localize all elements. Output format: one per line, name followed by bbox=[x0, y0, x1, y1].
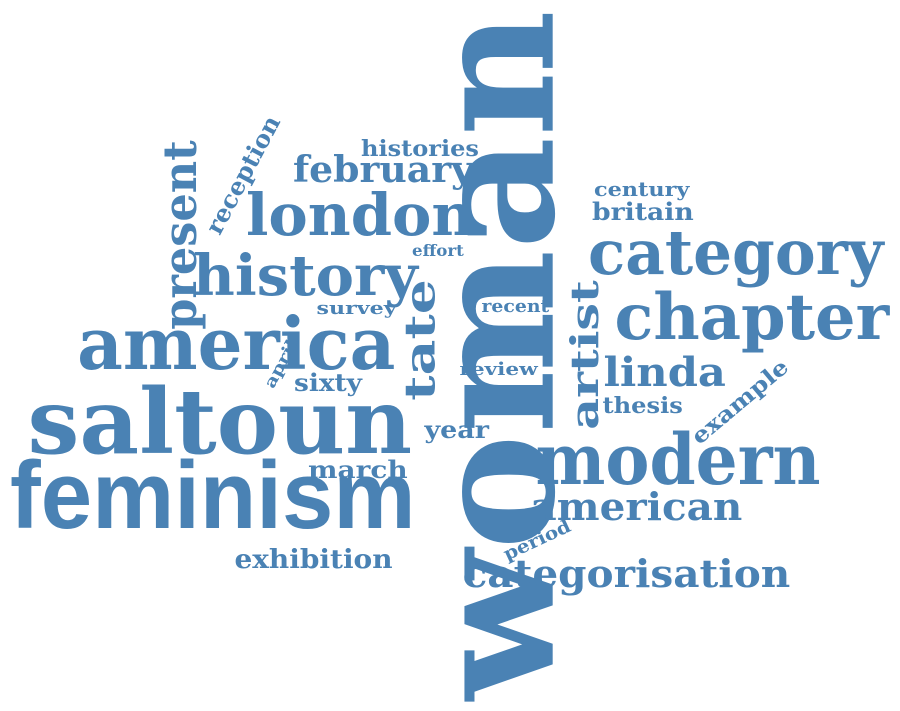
word-american: american bbox=[530, 484, 742, 529]
word-london: london bbox=[245, 181, 475, 249]
word-america: america bbox=[77, 301, 396, 386]
word-recent: recent bbox=[481, 296, 549, 317]
word-february: february bbox=[292, 149, 473, 191]
word-categorisation: categorisation bbox=[462, 551, 790, 596]
word-year: year bbox=[423, 415, 489, 444]
word-thesis: thesis bbox=[601, 393, 683, 419]
word-artist: artist bbox=[561, 280, 607, 430]
word-linda: linda bbox=[602, 349, 726, 396]
word-effort: effort bbox=[412, 241, 464, 260]
word-chapter: chapter bbox=[614, 280, 890, 355]
word-sixty: sixty bbox=[293, 368, 362, 397]
word-survey: survey bbox=[315, 298, 397, 319]
word-category: category bbox=[587, 216, 883, 289]
word-britain: britain bbox=[591, 197, 694, 226]
word-tate: tate bbox=[394, 279, 444, 401]
word-histories: histories bbox=[360, 136, 479, 162]
word-review: review bbox=[458, 359, 538, 380]
word-saltoun: saltoun bbox=[27, 369, 413, 475]
word-exhibition: exhibition bbox=[233, 545, 393, 575]
word-century: century bbox=[593, 177, 689, 201]
word-feminism: feminism bbox=[9, 442, 415, 549]
word-march: march bbox=[308, 455, 408, 484]
word-present: present bbox=[152, 140, 207, 330]
word-modern: modern bbox=[535, 418, 821, 501]
word-history: history bbox=[192, 243, 418, 309]
